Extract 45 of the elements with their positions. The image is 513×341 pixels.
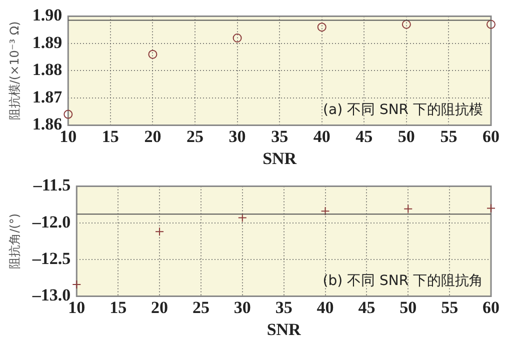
y-tick-label: 1.87 [32, 87, 63, 106]
point [320, 206, 330, 216]
point [64, 110, 73, 119]
x-axis-title: SNR [262, 149, 298, 168]
x-tick-label: 35 [271, 126, 288, 146]
x-tick-label: 25 [192, 298, 210, 317]
x-tick-label: 35 [275, 298, 292, 317]
y-axis-title: 阻抗角/(°) [7, 213, 22, 269]
x-tick-label: 15 [110, 298, 127, 317]
x-tick-label: 45 [358, 298, 376, 317]
y-tick-label: 1.90 [32, 6, 62, 25]
point [402, 20, 411, 29]
x-axis-title: SNR [266, 320, 302, 340]
point [404, 204, 413, 214]
x-tick-label: 40 [316, 298, 334, 317]
x-tick-label: 20 [144, 126, 162, 146]
point [238, 213, 247, 222]
y-tick-label: –12.0 [31, 212, 71, 232]
y-tick-label: –13.0 [31, 286, 71, 305]
x-tick-label: 60 [482, 298, 500, 317]
annotation: (a) 不同 SNR 下的阻抗模 [323, 102, 483, 118]
x-tick-label: 50 [400, 298, 417, 317]
x-tick-label: 45 [356, 126, 373, 146]
point [317, 22, 326, 32]
x-tick-label: 25 [186, 126, 204, 146]
point [486, 20, 496, 29]
x-tick-label: 55 [440, 126, 458, 146]
point [148, 50, 158, 59]
y-tick-label: 1.88 [32, 60, 62, 80]
x-tick-label: 30 [234, 298, 251, 317]
x-tick-label: 60 [482, 126, 500, 146]
x-tick-label: 50 [398, 126, 415, 146]
x-tick-label: 30 [228, 126, 246, 146]
x-tick-label: 40 [313, 126, 330, 146]
y-tick-label: –11.5 [32, 176, 71, 195]
point [155, 227, 164, 236]
y-tick-label: 1.86 [32, 114, 62, 134]
point [232, 34, 242, 42]
y-tick-label: –12.5 [31, 248, 71, 268]
y-axis-title: 阻抗模/(×10⁻³ Ω) [7, 21, 22, 120]
x-tick-label: 55 [441, 298, 458, 317]
y-tick-label: 1.89 [32, 32, 62, 52]
x-tick-label: 20 [151, 298, 168, 317]
annotation: (b) 不同 SNR 下的阻抗角 [322, 272, 483, 289]
x-tick-label: 15 [102, 126, 119, 146]
